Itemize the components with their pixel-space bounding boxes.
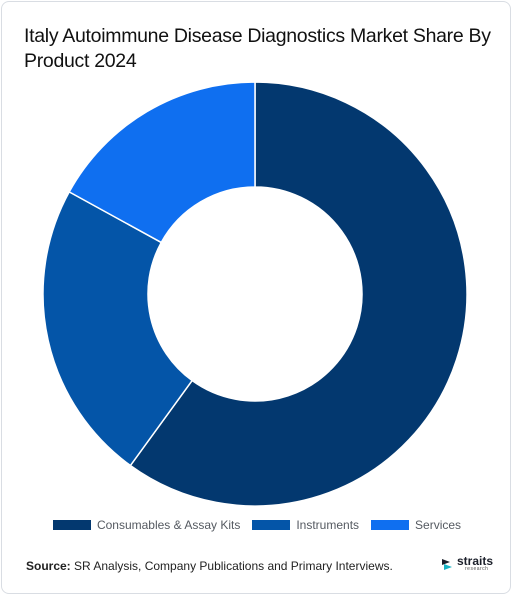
chart-title: Italy Autoimmune Disease Diagnostics Mar… [24, 25, 491, 72]
legend-item-instruments: Instruments [252, 518, 359, 532]
source-note: Source: SR Analysis, Company Publication… [26, 559, 393, 573]
logo-name: straits [457, 554, 494, 568]
donut-slice-instruments [42, 190, 194, 467]
straits-logo: straits research [440, 555, 493, 572]
legend-item-services: Services [371, 518, 461, 532]
donut-slice-consumables-assay-kits [129, 81, 468, 507]
legend-swatch [371, 520, 410, 530]
logo-sub: research [465, 566, 489, 572]
source-text: SR Analysis, Company Publications and Pr… [70, 559, 393, 573]
source-label: Source: [26, 559, 71, 573]
legend-swatch [52, 520, 91, 530]
straits-logo-icon [442, 558, 452, 570]
legend-item-consumables: Consumables & Assay Kits [52, 518, 241, 532]
chart-legend: Consumables & Assay Kits Instruments Ser… [2, 518, 512, 532]
donut-chart [42, 81, 468, 507]
legend-label: Consumables & Assay Kits [96, 518, 241, 532]
legend-label: Services [415, 518, 462, 532]
legend-label: Instruments [296, 518, 360, 532]
donut-slice-services [68, 81, 256, 244]
legend-swatch [252, 520, 291, 530]
